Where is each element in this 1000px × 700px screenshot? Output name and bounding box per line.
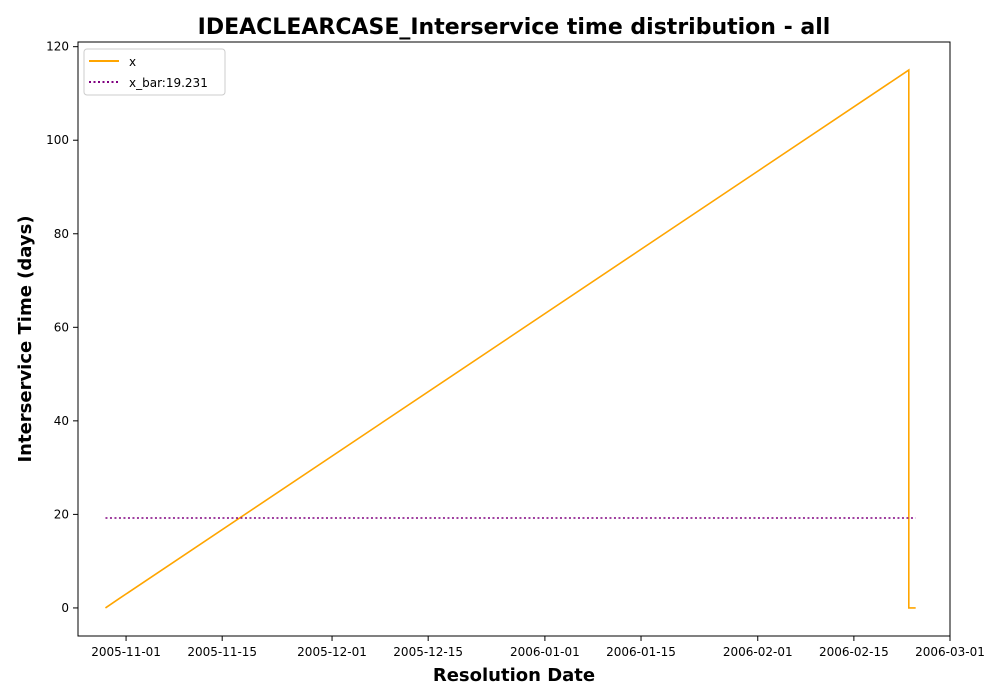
y-tick-label: 20 <box>54 507 69 521</box>
x-tick-label: 2006-02-01 <box>723 645 793 659</box>
x-tick-label: 2006-03-01 <box>915 645 985 659</box>
legend-label-x: x <box>129 55 136 69</box>
y-tick-label: 0 <box>61 601 69 615</box>
chart-title: IDEACLEARCASE_Interservice time distribu… <box>198 15 831 40</box>
x-tick-label: 2005-12-01 <box>297 645 367 659</box>
y-tick-label: 80 <box>54 227 69 241</box>
x-tick-label: 2006-01-15 <box>606 645 676 659</box>
x-tick-label: 2006-01-01 <box>510 645 580 659</box>
y-axis-label: Interservice Time (days) <box>15 215 36 462</box>
y-tick-label: 120 <box>46 40 69 54</box>
x-tick-label: 2005-11-01 <box>91 645 161 659</box>
y-tick-label: 40 <box>54 414 69 428</box>
y-tick-label: 60 <box>54 320 69 334</box>
x-axis-label: Resolution Date <box>433 665 595 686</box>
x-tick-label: 2005-12-15 <box>393 645 463 659</box>
y-tick-label: 100 <box>46 133 69 147</box>
x-tick-label: 2006-02-15 <box>819 645 889 659</box>
legend-label-x-bar: x_bar:19.231 <box>129 76 208 90</box>
legend: x x_bar:19.231 <box>84 49 225 95</box>
plot-area <box>78 42 950 636</box>
x-tick-label: 2005-11-15 <box>187 645 257 659</box>
